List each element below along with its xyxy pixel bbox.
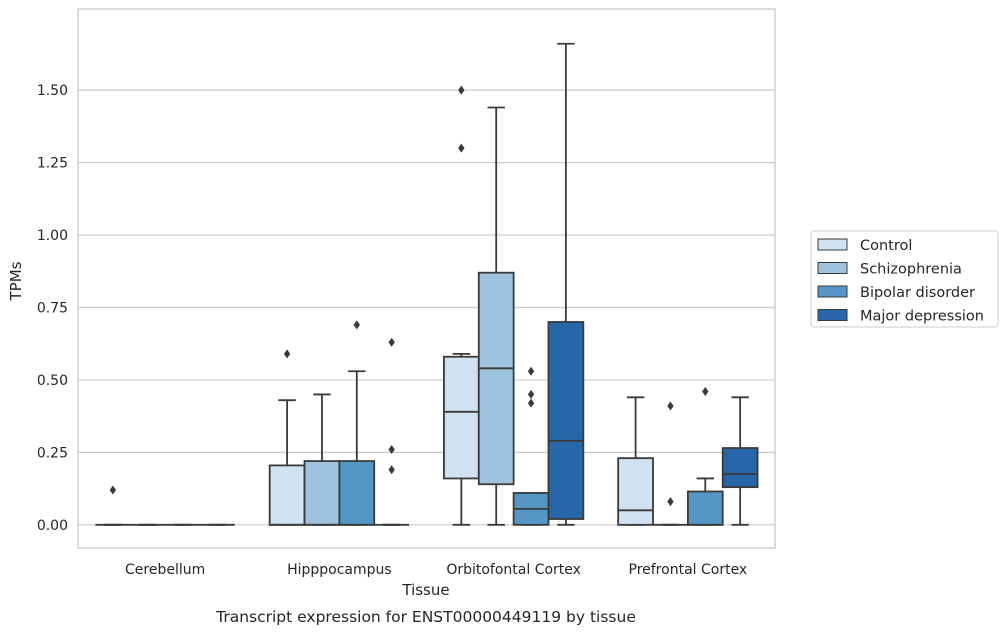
- box-group: [477, 106, 515, 526]
- box-group: [303, 393, 341, 526]
- y-tick-label: 0.50: [37, 373, 68, 389]
- legend-frame: [810, 230, 999, 328]
- y-tick-label: 0.25: [37, 445, 68, 461]
- y-tick-label: 0.00: [37, 518, 68, 534]
- outlier-point: [458, 85, 465, 95]
- box-group: [338, 320, 376, 526]
- legend-item: Major depression: [817, 309, 984, 325]
- box: [721, 447, 759, 489]
- box-group: [443, 85, 480, 526]
- outlier-point: [702, 387, 709, 397]
- outlier-point: [527, 366, 535, 376]
- box: [547, 321, 585, 520]
- outlier-point: [109, 485, 117, 495]
- box-group: [268, 349, 306, 526]
- gridlines: [78, 89, 775, 526]
- legend-swatch: [817, 285, 848, 298]
- box-group: [374, 337, 410, 526]
- legend-swatch: [817, 309, 848, 321]
- outlier-point: [667, 401, 674, 411]
- outlier-point: [388, 465, 395, 475]
- series-bipolar-disorder: [165, 320, 724, 526]
- x-tick-label: Hipppocampus: [287, 562, 392, 578]
- box: [477, 271, 515, 486]
- plot-frame: [77, 8, 776, 549]
- y-tick-label: 0.75: [37, 300, 68, 316]
- series-schizophrenia: [130, 106, 688, 526]
- legend-swatch: [817, 262, 848, 274]
- box-group: [653, 401, 688, 526]
- legend-swatch: [817, 238, 848, 251]
- outlier-point: [388, 444, 395, 454]
- legend-item: Bipolar disorder: [817, 285, 975, 301]
- box: [617, 457, 654, 526]
- x-axis-title: Tissue: [401, 581, 449, 599]
- y-tick-label: 1.25: [37, 156, 68, 172]
- y-tick-label: 1.50: [37, 83, 68, 99]
- y-axis-title: TPMs: [7, 261, 25, 301]
- box-group: [512, 366, 550, 526]
- box: [338, 460, 376, 526]
- x-tick-label: Prefrontal Cortex: [629, 562, 748, 578]
- box: [268, 464, 306, 526]
- x-axis-ticks: Cerebellum Hipppocampus Orbitofontal Corte…: [125, 562, 747, 578]
- box-group: [547, 42, 585, 526]
- box-group: [95, 485, 131, 526]
- legend-label: Bipolar disorder: [860, 285, 975, 301]
- series-control: [95, 85, 654, 526]
- box-group: [617, 396, 654, 526]
- outlier-point: [527, 389, 535, 399]
- outlier-point: [283, 349, 291, 359]
- box-group: [686, 387, 724, 526]
- outlier-point: [353, 320, 360, 330]
- outlier-point: [667, 497, 674, 507]
- legend-label: Schizophrenia: [860, 262, 962, 278]
- box-group: [721, 396, 759, 526]
- outlier-point: [527, 398, 535, 408]
- y-tick-label: 1.00: [37, 228, 68, 244]
- box: [443, 355, 480, 480]
- series-major-depression: [199, 42, 759, 526]
- box-plot-series: [95, 42, 759, 526]
- box: [686, 490, 724, 526]
- legend: Control Schizophrenia Bipolar disorder Majo…: [810, 230, 999, 328]
- x-tick-label: Cerebellum: [125, 562, 205, 578]
- chart-caption: Transcript expression for ENST0000044911…: [215, 608, 636, 626]
- outlier-point: [388, 337, 395, 347]
- outlier-point: [458, 143, 465, 153]
- legend-item: Control: [817, 238, 912, 254]
- x-tick-label: Orbitofontal Cortex: [446, 562, 581, 578]
- box: [303, 460, 341, 526]
- legend-label: Control: [860, 238, 912, 254]
- legend-label: Major depression: [860, 309, 984, 325]
- legend-item: Schizophrenia: [817, 262, 962, 278]
- plot-border: [77, 8, 776, 549]
- y-axis-ticks: 0.00 0.25 0.50 0.75 1.00 1.25 1.50: [37, 83, 68, 534]
